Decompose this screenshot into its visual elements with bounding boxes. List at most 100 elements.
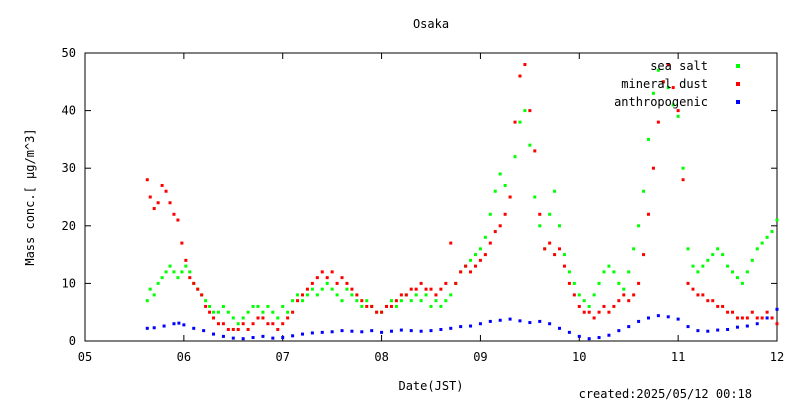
data-point (216, 322, 220, 326)
data-point (498, 318, 502, 322)
data-point (350, 287, 354, 291)
data-point (202, 329, 206, 333)
data-point (236, 322, 240, 326)
data-point (340, 299, 344, 303)
data-point (602, 270, 606, 274)
data-point (572, 293, 576, 297)
data-point (310, 287, 314, 291)
data-point (646, 137, 650, 141)
data-point (731, 270, 735, 274)
data-point (300, 299, 304, 303)
data-point (281, 336, 285, 340)
created-timestamp: created:2025/05/12 00:18 (579, 387, 752, 400)
y-tick-label: 0 (69, 334, 76, 348)
data-point (409, 329, 413, 333)
data-point (498, 172, 502, 176)
data-point (208, 304, 212, 308)
data-point (168, 201, 172, 205)
data-point (671, 103, 675, 107)
data-point (360, 299, 364, 303)
data-point (310, 331, 314, 335)
data-point (770, 230, 774, 234)
data-point (488, 241, 492, 245)
data-point (721, 304, 725, 308)
data-point (765, 235, 769, 239)
data-point (286, 310, 290, 314)
data-point (607, 310, 611, 314)
data-point (558, 224, 562, 228)
data-point (562, 253, 566, 257)
data-point (523, 63, 527, 67)
data-point (434, 299, 438, 303)
data-point (696, 329, 700, 333)
data-point (444, 281, 448, 285)
data-point (231, 327, 235, 331)
data-point (325, 276, 329, 280)
data-point (221, 322, 225, 326)
data-point (380, 330, 384, 334)
y-tick-label: 50 (62, 46, 76, 60)
data-point (355, 299, 359, 303)
data-point (760, 241, 764, 245)
data-point (419, 281, 423, 285)
data-point (765, 310, 769, 314)
data-point (558, 326, 562, 330)
data-point (231, 316, 235, 320)
data-point (666, 86, 670, 90)
x-tick-label: 05 (78, 350, 92, 364)
data-point (592, 293, 596, 297)
data-point (172, 270, 176, 274)
data-point (518, 319, 522, 323)
data-point (320, 270, 324, 274)
data-point (775, 307, 779, 311)
legend: sea salt mineral dust anthropogenic (614, 59, 740, 109)
data-point (241, 322, 245, 326)
data-point (345, 287, 349, 291)
data-point (330, 330, 334, 334)
data-point (271, 336, 275, 340)
data-point (656, 314, 660, 318)
data-point (735, 276, 739, 280)
data-point (375, 310, 379, 314)
data-point (464, 264, 468, 268)
series-mineral-dust (145, 63, 779, 331)
data-point (696, 270, 700, 274)
data-point (399, 293, 403, 297)
data-point (261, 316, 265, 320)
data-point (656, 120, 660, 124)
data-point (208, 310, 212, 314)
data-point (478, 258, 482, 262)
data-point (721, 253, 725, 257)
data-point (627, 299, 631, 303)
data-point (632, 293, 636, 297)
data-point (156, 201, 160, 205)
data-point (483, 235, 487, 239)
data-point (459, 325, 463, 329)
data-point (246, 327, 250, 331)
data-point (597, 310, 601, 314)
data-point (221, 334, 225, 338)
data-point (513, 120, 517, 124)
data-point (345, 281, 349, 285)
data-point (627, 325, 631, 329)
chart-title: Osaka (413, 17, 449, 31)
data-point (548, 212, 552, 216)
data-point (454, 281, 458, 285)
data-point (439, 304, 443, 308)
data-point (281, 304, 285, 308)
data-point (251, 322, 255, 326)
data-point (508, 195, 512, 199)
data-point (681, 166, 685, 170)
data-point (473, 264, 477, 268)
data-point (196, 287, 200, 291)
data-point (168, 264, 172, 268)
data-point (320, 287, 324, 291)
data-point (528, 321, 532, 325)
data-point (716, 247, 720, 251)
data-point (691, 287, 695, 291)
data-point (617, 299, 621, 303)
x-axis-label: Date(JST) (398, 379, 463, 393)
data-point (320, 330, 324, 334)
data-point (291, 310, 295, 314)
data-point (271, 322, 275, 326)
